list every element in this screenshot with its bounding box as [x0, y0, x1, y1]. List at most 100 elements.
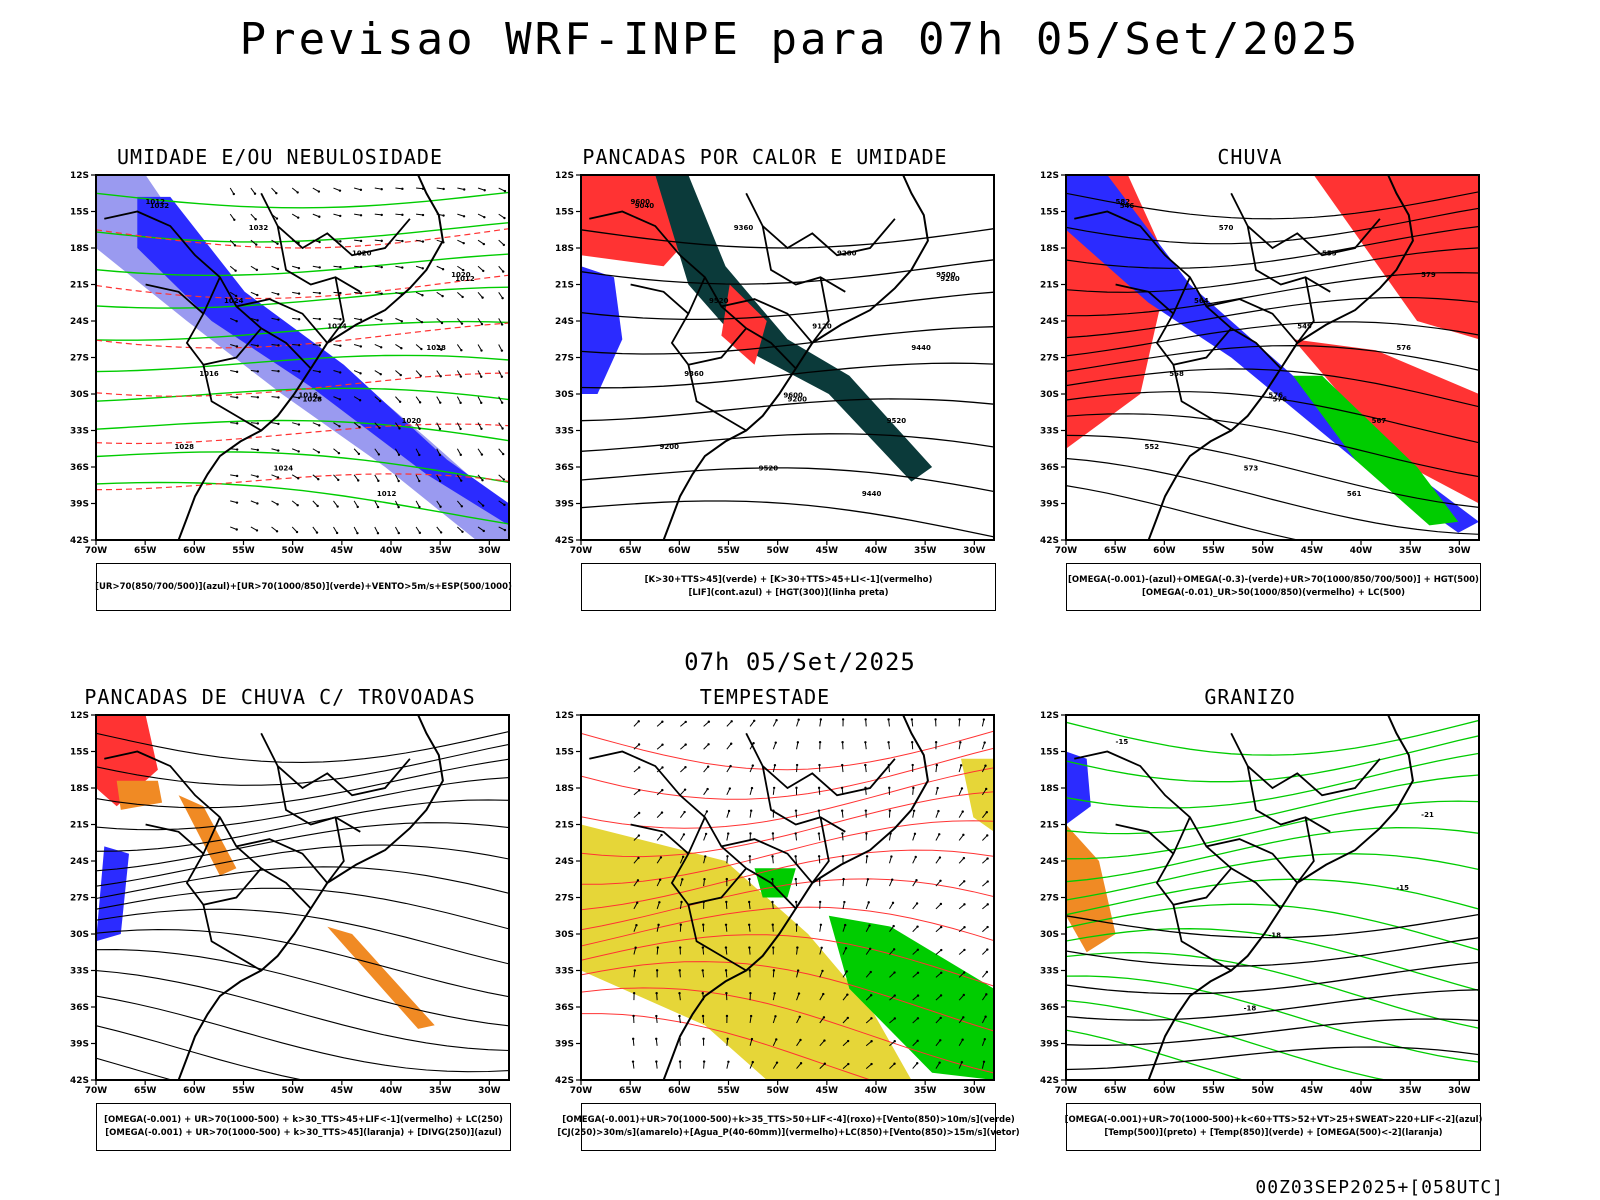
wind-vector [893, 994, 896, 997]
lon-tick-label: 70W [1055, 1086, 1078, 1096]
wind-vector [397, 505, 400, 509]
country-border [670, 276, 747, 366]
wind-vector [846, 1016, 850, 1020]
wind-vector [795, 763, 799, 767]
country-border [1115, 283, 1174, 315]
lon-tick-label: 30W [1448, 1086, 1471, 1096]
lon-tick-label: 40W [865, 546, 888, 556]
country-border [276, 765, 361, 833]
wind-vector [771, 877, 774, 881]
wind-vector [660, 811, 664, 814]
divergence-blue [96, 846, 129, 942]
legend-line: [K>30+TTS>45](verde) + [K>30+TTS>45+LI<-… [644, 575, 933, 585]
contour-label: 9520 [759, 465, 779, 473]
lat-tick-label: 18S [555, 244, 574, 254]
panel-chuva: CHUVA 582 576 579 573 576 570 567 564 561 558 555 5… [1035, 145, 1481, 615]
wind-vector [748, 877, 751, 881]
lat-tick-label: 24S [70, 857, 89, 867]
wind-vector [797, 718, 800, 721]
country-border [236, 838, 328, 884]
wind-vector [678, 946, 682, 949]
wind-vector [819, 923, 823, 927]
wind-vector [483, 215, 486, 219]
streamline [96, 758, 509, 809]
lat-tick-label: 15S [1040, 748, 1059, 758]
wind-vector [255, 529, 259, 532]
wind-vector [234, 269, 237, 272]
height-contour [581, 259, 994, 285]
coastline [1147, 715, 1414, 1080]
wind-vector [840, 786, 844, 790]
lon-tick-label: 65W [1104, 546, 1127, 556]
contour-label: 9040 [635, 202, 655, 210]
wind-vector [439, 375, 442, 378]
wind-vector [982, 718, 986, 721]
bottom-row-title: 07h 05/Set/2025 [684, 648, 916, 676]
lat-tick-label: 39S [70, 1040, 89, 1050]
streamline [96, 866, 509, 900]
wind-vector [380, 319, 383, 322]
thickness-contour [96, 228, 509, 249]
wind-vector [401, 266, 404, 269]
lat-tick-label: 42S [70, 536, 89, 546]
wind-vector [893, 1039, 896, 1043]
thunderstorm-orange [116, 780, 163, 810]
wind-vector [297, 343, 301, 347]
lc-contour [581, 730, 994, 771]
wind-vector [418, 479, 421, 483]
wind-vector [774, 741, 777, 744]
country-border [1172, 904, 1232, 972]
wind-vector [774, 1015, 777, 1018]
wind-vector [749, 991, 752, 995]
wind-vector [296, 504, 299, 507]
legend-line: [OMEGA(-0.01)_UR>50(1000/850)(vermelho) … [1141, 588, 1406, 598]
wind-vector [277, 422, 280, 426]
temp850-contour [1066, 999, 1389, 1080]
wind-vector [442, 214, 445, 217]
wind-vector [771, 855, 774, 858]
temp850-contour [1066, 878, 1479, 916]
wind-vector [481, 479, 484, 482]
wind-vector [771, 923, 774, 926]
wind-vector [401, 239, 404, 243]
wind-vector [916, 1039, 919, 1043]
lon-tick-label: 40W [380, 546, 403, 556]
lon-tick-label: 50W [766, 546, 789, 556]
lat-tick-label: 30S [555, 930, 574, 940]
wind-vector [459, 453, 462, 457]
streamline [96, 995, 509, 1073]
panel-title: PANCADAS DE CHUVA C/ TROVOADAS [84, 685, 476, 709]
legend-line: [OMEGA(-0.001)+UR>70(1000-500)+k<60+TTS>… [1064, 1115, 1483, 1125]
wind-vector [963, 948, 966, 952]
wind-vector [661, 766, 664, 769]
lat-tick-label: 30S [70, 390, 89, 400]
wind-vector [462, 241, 465, 245]
panel-title: CHUVA [1217, 145, 1283, 169]
wind-vector [637, 834, 641, 837]
wind-vector [235, 320, 238, 323]
wind-vector [318, 266, 321, 269]
wind-vector [276, 476, 280, 479]
wind-vector [986, 834, 989, 837]
country-border [236, 298, 328, 344]
wind-vector [658, 878, 662, 881]
lat-tick-label: 42S [70, 1076, 89, 1086]
lon-tick-label: 55W [1202, 546, 1225, 556]
wind-vector [701, 992, 704, 995]
wind-vector [706, 787, 709, 791]
country-border [202, 904, 262, 972]
contour-label: 570 [1219, 224, 1234, 232]
humidity-area [137, 196, 509, 526]
wind-vector [683, 788, 687, 791]
wind-vector [865, 832, 868, 835]
wind-vector [655, 1060, 658, 1063]
wind-vector [255, 268, 259, 272]
wind-vector [681, 855, 685, 859]
country-border [1115, 823, 1174, 855]
wind-vector [892, 924, 895, 928]
wind-vector [256, 370, 260, 373]
wind-vector [891, 878, 894, 881]
wind-vector [864, 718, 867, 721]
streamline [96, 908, 509, 965]
contour-label: -18 [1268, 932, 1281, 940]
